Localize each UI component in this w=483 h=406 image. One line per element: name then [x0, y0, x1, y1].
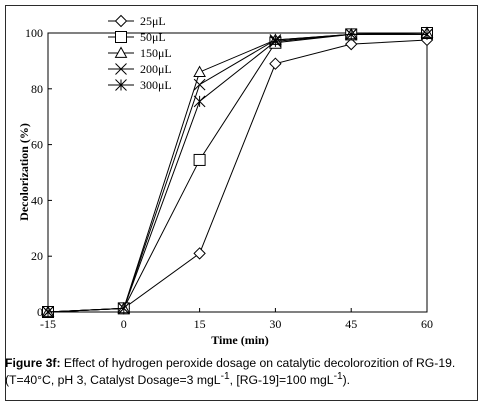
caption-text-1: Effect of hydrogen peroxide dosage on ca…	[5, 356, 456, 387]
y-tick-label: 100	[25, 26, 43, 40]
legend-item: 50μL	[108, 30, 166, 44]
caption-sup-1: -1	[220, 370, 230, 382]
y-tick-label: 0	[37, 305, 43, 319]
series-line	[47, 39, 428, 313]
x-tick-label: -15	[40, 317, 56, 331]
marker-x-stroke	[193, 78, 206, 91]
series-line	[47, 32, 428, 313]
marker-star	[193, 95, 206, 108]
x-axis-title: Time (min)	[211, 333, 268, 347]
legend-label: 50μL	[140, 30, 166, 44]
marker-triangle	[193, 65, 206, 77]
y-tick-label: 20	[31, 249, 43, 263]
marker-star	[345, 28, 358, 41]
marker-star	[115, 79, 127, 91]
legend: 25μL 50μL 150μL 200μL 300μL	[108, 14, 172, 92]
legend-item: 150μL	[108, 46, 172, 60]
series-line	[47, 33, 427, 313]
marker-star	[117, 302, 130, 315]
figure-caption: Figure 3f: Effect of hydrogen peroxide d…	[5, 356, 471, 388]
marker-x-stroke	[115, 63, 127, 75]
legend-label: 200μL	[140, 62, 172, 76]
marker-diamond	[114, 14, 128, 28]
caption-text-2: , [RG-19]=100 mgL	[229, 372, 334, 387]
legend-label: 150μL	[140, 46, 172, 60]
figure-frame	[5, 5, 478, 401]
x-tick-label: 60	[421, 317, 433, 331]
x-tick-label: 0	[121, 317, 127, 331]
marker-x	[115, 63, 127, 75]
x-tick-label: 45	[345, 317, 357, 331]
plot-border	[47, 32, 428, 313]
caption-sup-2: -1	[333, 370, 343, 382]
legend-item: 300μL	[108, 78, 172, 92]
marker-diamond	[344, 37, 358, 51]
legend-label: 25μL	[140, 14, 166, 28]
marker-square	[193, 153, 206, 166]
marker-square	[115, 31, 127, 43]
marker-diamond	[193, 247, 206, 260]
series-line	[47, 33, 427, 313]
marker-star	[421, 28, 433, 41]
x-tick-label: 15	[194, 317, 206, 331]
caption-text-3: ).	[342, 372, 351, 387]
series-diamond	[41, 33, 434, 319]
series-layer	[41, 26, 434, 319]
x-tick-label: 30	[269, 317, 281, 331]
series-x	[42, 28, 433, 318]
y-tick-label: 80	[31, 82, 43, 96]
marker-star	[269, 35, 282, 48]
y-tick-label: 60	[31, 138, 43, 152]
legend-item: 200μL	[108, 62, 172, 76]
y-tick-label: 40	[31, 193, 43, 207]
marker-diamond	[269, 57, 282, 70]
marker-triangle	[114, 46, 128, 58]
y-axis-title: Decolorization (%)	[17, 123, 31, 221]
legend-item: 25μL	[108, 14, 166, 28]
series-line	[47, 32, 428, 313]
marker-x	[193, 78, 206, 91]
marker-star	[42, 306, 54, 318]
legend-label: 300μL	[140, 78, 172, 92]
series-star	[42, 28, 433, 318]
caption-label: Figure 3f:	[5, 356, 61, 370]
